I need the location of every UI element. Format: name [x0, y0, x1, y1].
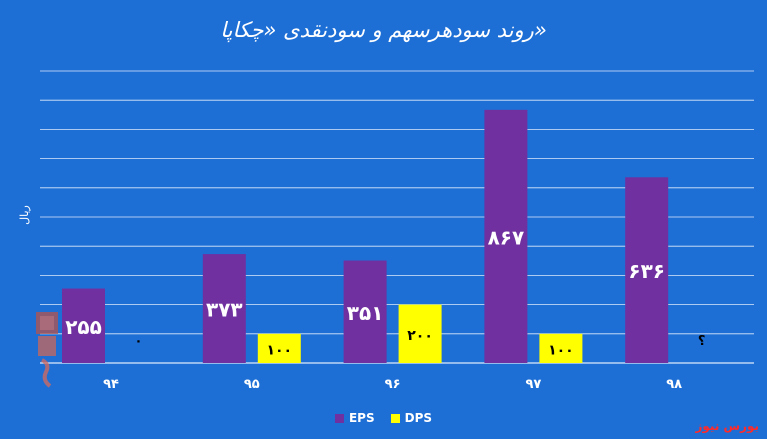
data-label: ۱۰۰	[266, 342, 292, 358]
data-label: ۲۵۵	[65, 315, 102, 339]
x-tick-label: ۹۶	[385, 377, 401, 392]
x-tick-label: ۹۴	[103, 377, 119, 392]
x-tick-label: ۹۸	[666, 377, 682, 392]
bar-eps	[625, 177, 669, 363]
bar-dps	[257, 333, 301, 363]
legend-swatch-eps	[334, 413, 344, 423]
y-axis-label: ریال	[18, 205, 31, 225]
watermark-logo	[36, 312, 58, 388]
data-label: ۶۳۶	[628, 259, 665, 283]
bar-dps	[539, 333, 583, 363]
chart-title: روند سودهرسهم و سودنقدی «چکاپا»	[220, 18, 547, 42]
bar-dps	[398, 304, 442, 363]
bar-eps	[62, 288, 105, 363]
legend: EPS DPS	[0, 411, 767, 425]
x-tick-label: ۹۵	[244, 377, 260, 392]
legend-label-dps: DPS	[404, 411, 433, 425]
data-label: ۸۶۷	[488, 225, 525, 249]
legend-item-dps: DPS	[390, 411, 433, 425]
x-tick-label: ۹۷	[525, 377, 541, 392]
bar-eps	[202, 254, 246, 363]
bar-eps	[343, 260, 387, 363]
legend-label-eps: EPS	[348, 411, 375, 425]
data-label: ۲۰۰	[407, 328, 433, 344]
data-label: ۰	[135, 334, 143, 349]
bar-eps	[484, 109, 528, 363]
legend-swatch-dps	[390, 413, 400, 423]
data-label: ۳۷۳	[206, 298, 243, 322]
brand-logo-text: بورس نیوز	[695, 419, 759, 433]
data-label: ۱۰۰	[548, 342, 574, 358]
data-label: ۳۵۱	[347, 301, 384, 325]
legend-item-eps: EPS	[334, 411, 375, 425]
data-label: ؟	[698, 334, 706, 349]
